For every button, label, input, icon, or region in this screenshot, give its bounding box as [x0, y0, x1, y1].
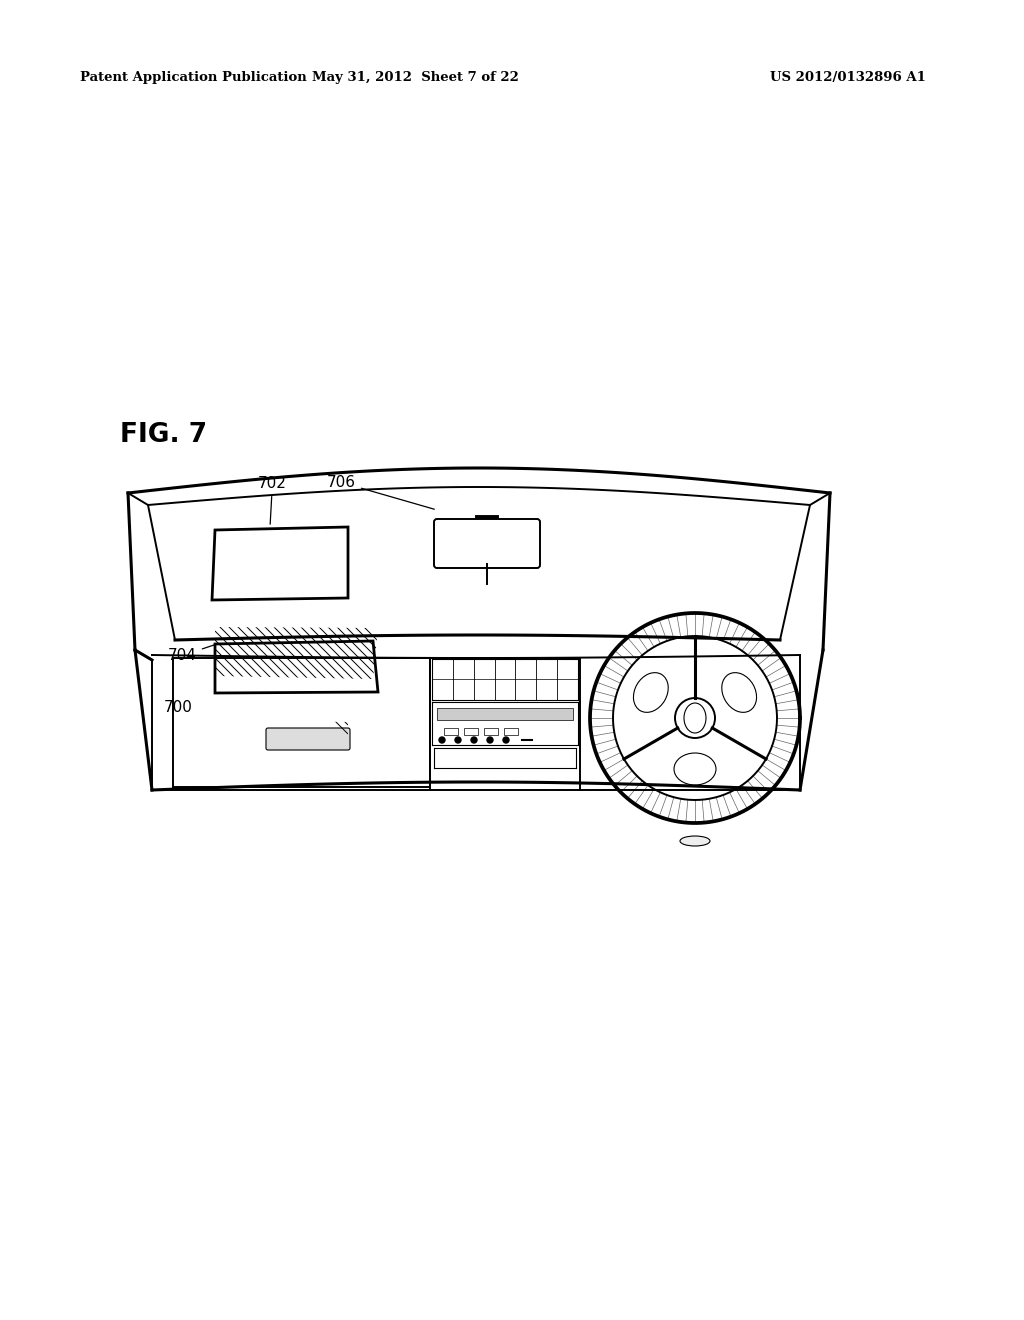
Ellipse shape	[722, 673, 757, 713]
Ellipse shape	[634, 673, 669, 713]
Circle shape	[487, 737, 493, 743]
Text: May 31, 2012  Sheet 7 of 22: May 31, 2012 Sheet 7 of 22	[311, 71, 518, 84]
Circle shape	[471, 737, 477, 743]
Text: US 2012/0132896 A1: US 2012/0132896 A1	[770, 71, 926, 84]
Ellipse shape	[680, 836, 710, 846]
Polygon shape	[215, 642, 378, 693]
Text: 702: 702	[258, 477, 287, 524]
Polygon shape	[212, 527, 348, 601]
Text: 704: 704	[168, 645, 214, 663]
Bar	[504, 729, 518, 735]
Text: FIG. 7: FIG. 7	[120, 422, 207, 447]
Text: Patent Application Publication: Patent Application Publication	[80, 71, 307, 84]
Bar	[464, 729, 478, 735]
Circle shape	[439, 737, 445, 743]
FancyBboxPatch shape	[266, 729, 350, 750]
Bar	[484, 729, 498, 735]
Circle shape	[675, 698, 715, 738]
Text: 700: 700	[164, 700, 193, 714]
Ellipse shape	[684, 704, 706, 733]
Text: 706: 706	[327, 475, 434, 510]
Circle shape	[503, 737, 509, 743]
Circle shape	[455, 737, 461, 743]
FancyBboxPatch shape	[434, 519, 540, 568]
Ellipse shape	[674, 752, 716, 785]
Bar	[437, 708, 573, 719]
Bar	[444, 729, 458, 735]
